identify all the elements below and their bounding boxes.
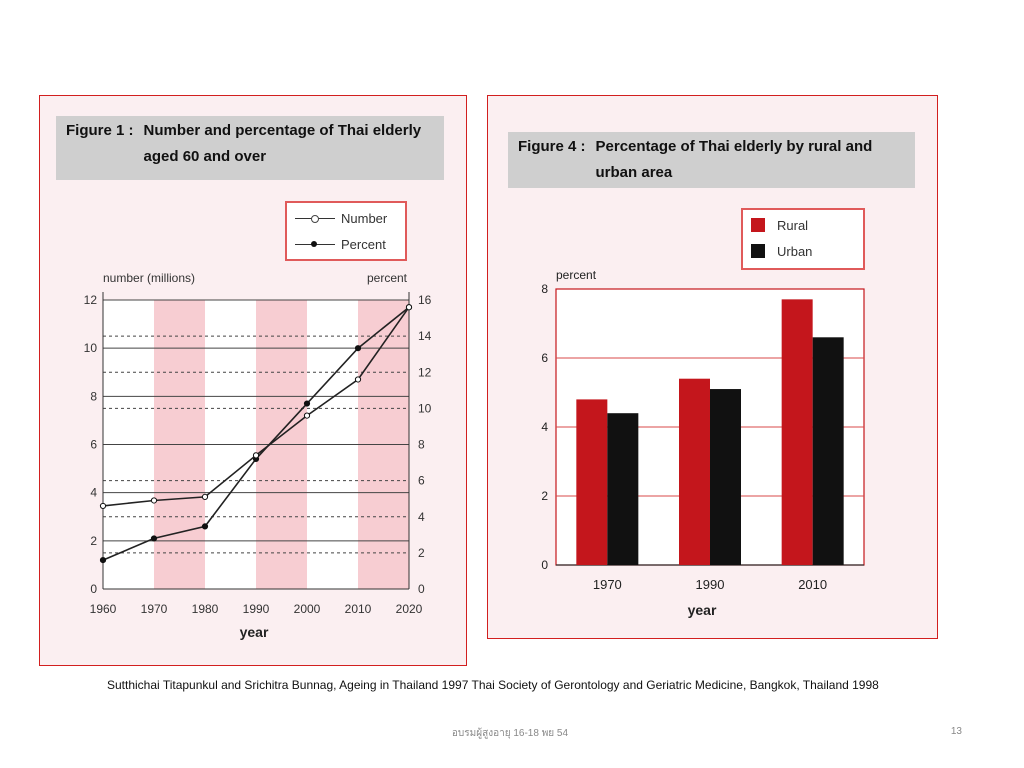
x-tick-label: 1960 xyxy=(90,602,117,616)
y-right-tick-label: 2 xyxy=(418,546,425,560)
y-tick-label: 4 xyxy=(541,420,548,434)
y-right-tick-label: 14 xyxy=(418,329,432,343)
y-tick-label: 0 xyxy=(541,558,548,572)
urban-swatch xyxy=(751,244,765,258)
x-tick-label: 1970 xyxy=(141,602,168,616)
y-tick-label: 2 xyxy=(541,489,548,503)
bar-urban xyxy=(812,337,844,565)
x-tick-label: 1990 xyxy=(696,577,725,592)
data-point-percent xyxy=(354,376,362,383)
figure-4-panel: Figure 4 : Percentage of Thai elderly by… xyxy=(487,95,938,639)
y-right-tick-label: 12 xyxy=(418,365,432,379)
x-tick-label: 1990 xyxy=(243,602,270,616)
figure-1-legend: Number Percent xyxy=(285,201,407,261)
y-left-tick-label: 0 xyxy=(90,582,97,596)
y-right-tick-label: 10 xyxy=(418,401,432,415)
x-tick-label: 1980 xyxy=(192,602,219,616)
data-point-percent xyxy=(303,412,311,419)
bar-urban xyxy=(710,389,741,565)
figure-4-chart: 0 2 4 6 8 1970 1990 2010 percent year xyxy=(541,268,865,618)
figure-4-legend: Rural Urban xyxy=(741,208,865,270)
source-citation: Sutthichai Titapunkul and Srichitra Bunn… xyxy=(107,678,879,692)
y-left-tick-label: 6 xyxy=(90,438,97,452)
x-tick-label: 2010 xyxy=(345,602,372,616)
y-left-tick-label: 10 xyxy=(84,341,98,355)
bar-rural xyxy=(576,399,608,565)
bar-rural xyxy=(781,299,813,565)
y-right-tick-label: 4 xyxy=(418,510,425,524)
data-point-percent xyxy=(405,304,413,311)
y-right-tick-label: 8 xyxy=(418,438,425,452)
legend-item-rural: Rural xyxy=(743,214,863,236)
y-left-tick-label: 4 xyxy=(90,486,97,500)
x-tick-label: 2000 xyxy=(294,602,321,616)
y-left-tick-label: 2 xyxy=(90,534,97,548)
y-tick-label: 8 xyxy=(541,282,548,296)
y-right-tick-label: 16 xyxy=(418,293,432,307)
y-right-tick-label: 6 xyxy=(418,474,425,488)
footer-text: อบรมผู้สูงอายุ 16-18 พย 54 xyxy=(451,728,569,739)
data-point-percent xyxy=(252,452,260,459)
figure-1-title: Number and percentage of Thai elderly ag… xyxy=(143,122,422,165)
number-line-swatch xyxy=(295,213,335,223)
rural-swatch xyxy=(751,218,765,232)
bar-rural xyxy=(679,378,710,565)
percent-line-swatch xyxy=(295,239,335,249)
legend-label-percent: Percent xyxy=(341,236,386,252)
legend-label-urban: Urban xyxy=(777,243,813,259)
y-axis-title: percent xyxy=(556,268,597,282)
y-left-axis-title: number (millions) xyxy=(103,271,195,285)
data-point-percent xyxy=(99,502,107,510)
data-point-percent xyxy=(201,493,209,500)
bar-urban xyxy=(607,413,639,565)
legend-label-rural: Rural xyxy=(777,217,809,233)
x-tick-label: 1970 xyxy=(593,577,622,592)
y-left-tick-label: 8 xyxy=(90,389,97,403)
y-tick-label: 6 xyxy=(541,351,548,365)
data-point-number xyxy=(354,345,362,352)
y-right-tick-label: 0 xyxy=(418,582,425,596)
x-axis-title: year xyxy=(240,624,269,640)
legend-item-urban: Urban xyxy=(743,240,863,262)
x-tick-label: 2020 xyxy=(396,602,423,616)
figure-4-label: Figure 4 : xyxy=(518,138,586,155)
y-right-axis-title: percent xyxy=(367,271,408,285)
figure-1-label: Figure 1 : xyxy=(66,122,134,139)
x-tick-label: 2010 xyxy=(798,577,827,592)
data-point-number xyxy=(303,400,311,407)
data-point-percent xyxy=(150,497,158,504)
legend-item-number: Number xyxy=(287,207,405,229)
legend-item-percent: Percent xyxy=(287,233,405,255)
figure-4-title: Percentage of Thai elderly by rural and … xyxy=(595,138,873,181)
data-point-number xyxy=(99,557,107,564)
data-point-number xyxy=(150,535,158,542)
figure-1-panel: Figure 1 : Number and percentage of Thai… xyxy=(39,95,467,666)
figure-1-chart: 0 2 4 6 8 10 12 0 2 4 6 8 10 12 14 16 1960 1970 1980 1990 20… xyxy=(84,271,432,640)
figure-4-title-box: Figure 4 : Percentage of Thai elderly by… xyxy=(508,132,915,188)
legend-label-number: Number xyxy=(341,210,388,226)
y-left-tick-label: 12 xyxy=(84,293,98,307)
data-point-number xyxy=(201,523,209,530)
page-number: 13 xyxy=(950,726,962,737)
x-axis-title: year xyxy=(688,602,717,618)
figure-1-title-box: Figure 1 : Number and percentage of Thai… xyxy=(56,116,444,180)
